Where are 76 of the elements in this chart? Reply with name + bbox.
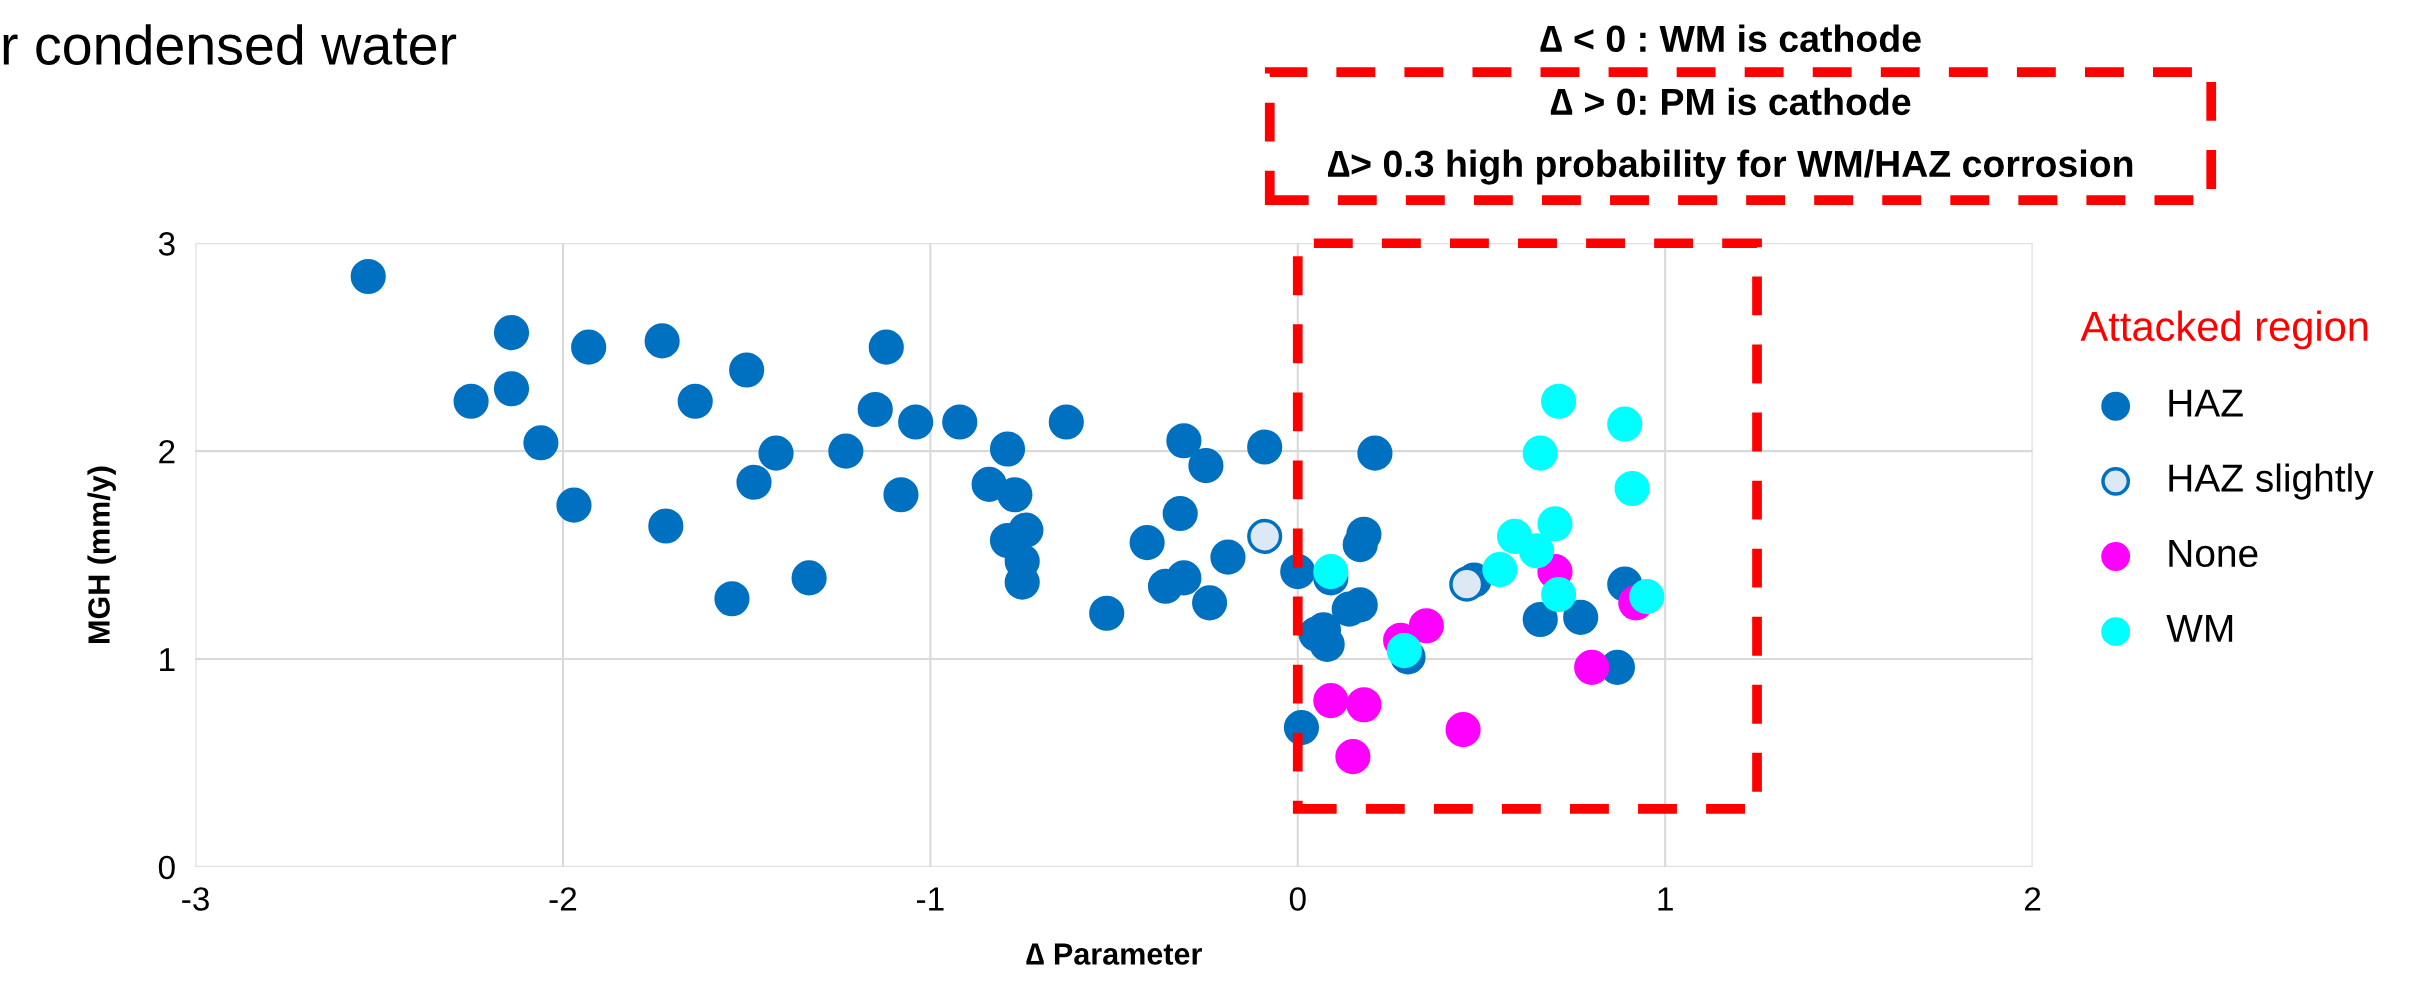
point [1247, 518, 1283, 554]
x-tick-label: 0 [1289, 887, 1306, 911]
y-tick-label: 0 [158, 855, 175, 880]
point [1313, 682, 1349, 719]
point [857, 391, 893, 428]
point [1541, 383, 1577, 419]
point [1162, 495, 1198, 532]
point [677, 383, 713, 419]
point [1522, 601, 1558, 638]
point [1614, 470, 1650, 507]
point [1129, 525, 1165, 561]
point [714, 581, 750, 617]
point [1482, 552, 1518, 588]
y-axis-title: MGH (mm/y) [87, 466, 116, 643]
y-tick-label: 1 [160, 648, 175, 672]
point [1522, 435, 1558, 471]
point [1386, 633, 1422, 669]
legend-label: None [2169, 539, 2258, 568]
point [758, 435, 794, 471]
point [644, 323, 680, 359]
point [493, 371, 530, 407]
point [736, 464, 772, 500]
x-axis-title: ∆ Parameter [1026, 943, 1202, 965]
point [1192, 585, 1228, 621]
point [453, 383, 489, 419]
x-tick-label: 2 [2025, 887, 2041, 911]
point [898, 404, 934, 440]
point [1607, 406, 1643, 442]
legend-title: Attacked region [2080, 310, 2368, 350]
point [648, 508, 684, 544]
point [1408, 608, 1444, 644]
point [571, 329, 607, 365]
point [989, 431, 1026, 467]
legend-label: HAZ slightly [2169, 463, 2374, 500]
point [997, 477, 1033, 513]
legend-label: WM [2166, 615, 2233, 642]
point [1247, 429, 1283, 465]
point [883, 477, 919, 513]
point [1166, 560, 1202, 596]
x-tick-label: 1 [1658, 887, 1673, 911]
point [1346, 687, 1382, 723]
legend-label: HAZ [2169, 389, 2243, 417]
point [1519, 533, 1555, 569]
text: ∆ > 0: PM is cathode [1550, 87, 1911, 116]
point [523, 425, 559, 461]
y-tick-label: 2 [159, 439, 175, 464]
x-tick-label: -3 [182, 887, 209, 911]
point [828, 433, 864, 469]
point [1563, 599, 1599, 635]
point [729, 352, 765, 388]
point [1008, 512, 1044, 548]
point [350, 258, 386, 295]
point [556, 487, 592, 523]
point [1537, 506, 1573, 542]
point [1166, 423, 1202, 459]
point [942, 404, 978, 440]
point [1629, 579, 1665, 615]
point [1574, 649, 1610, 685]
x-tick-label: -2 [549, 887, 577, 911]
text: ∆ < 0 : WM is cathode [1540, 24, 1921, 53]
point [1313, 554, 1349, 590]
point [1188, 448, 1224, 484]
point [1445, 712, 1481, 748]
text: ∆> 0.3 high probability for WM/HAZ corrosion [1327, 149, 2133, 185]
point [1357, 435, 1393, 471]
point [1210, 539, 1246, 575]
point [791, 560, 827, 596]
point [1335, 739, 1371, 775]
point [1089, 595, 1125, 631]
x-tick-label: -1 [917, 887, 944, 911]
point [1541, 576, 1577, 613]
y-tick-label: 3 [158, 232, 175, 256]
chart-title: r condensed water [3, 24, 457, 65]
point [868, 329, 904, 365]
point [493, 315, 530, 351]
point [1048, 404, 1084, 440]
